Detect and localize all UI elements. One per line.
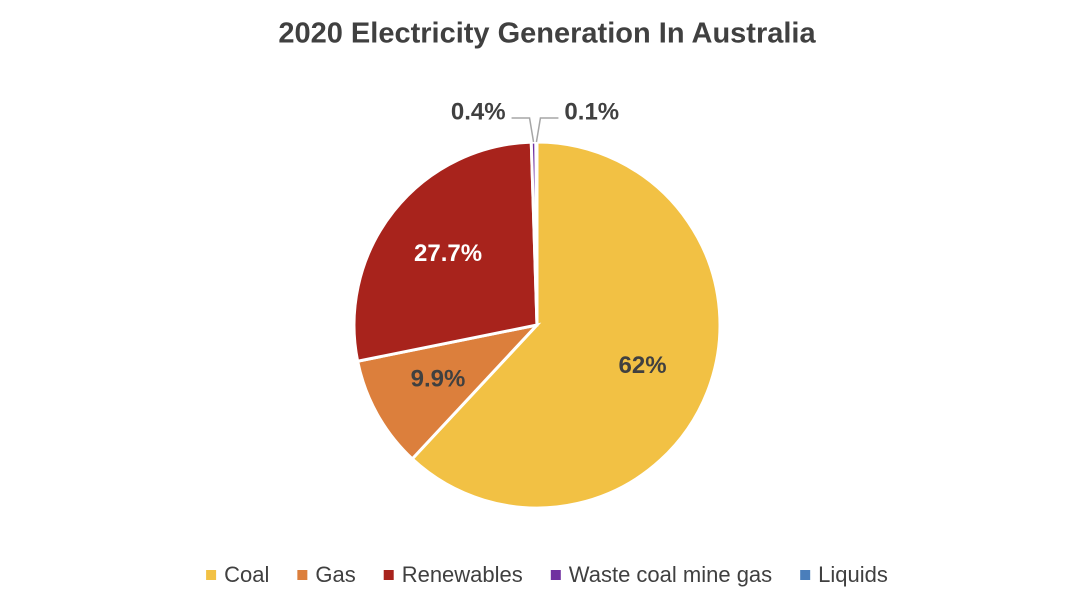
- legend-swatch: [206, 570, 217, 580]
- data-label: 9.9%: [411, 366, 466, 393]
- legend-label: Waste coal mine gas: [569, 562, 772, 587]
- pie-slice: [355, 322, 542, 462]
- data-label: 0.4%: [451, 98, 506, 125]
- legend-label: Gas: [315, 562, 355, 587]
- pie-slice: [352, 140, 539, 363]
- legend-swatch: [383, 570, 394, 580]
- leader-line: [511, 117, 535, 143]
- data-label: 0.1%: [564, 98, 619, 125]
- legend-label: Renewables: [402, 562, 523, 587]
- pie-slice: [534, 140, 539, 326]
- legend-label: Liquids: [818, 562, 888, 587]
- legend-swatch: [550, 570, 561, 580]
- leader-line: [535, 117, 559, 143]
- data-label: 62%: [619, 352, 667, 379]
- legend-swatch: [297, 570, 308, 580]
- legend-label: Coal: [224, 562, 269, 587]
- chart-title: 2020 Electricity Generation In Australia: [278, 18, 816, 50]
- data-label: 27.7%: [414, 240, 482, 267]
- pie-slice: [410, 140, 722, 510]
- legend-swatch: [800, 570, 811, 580]
